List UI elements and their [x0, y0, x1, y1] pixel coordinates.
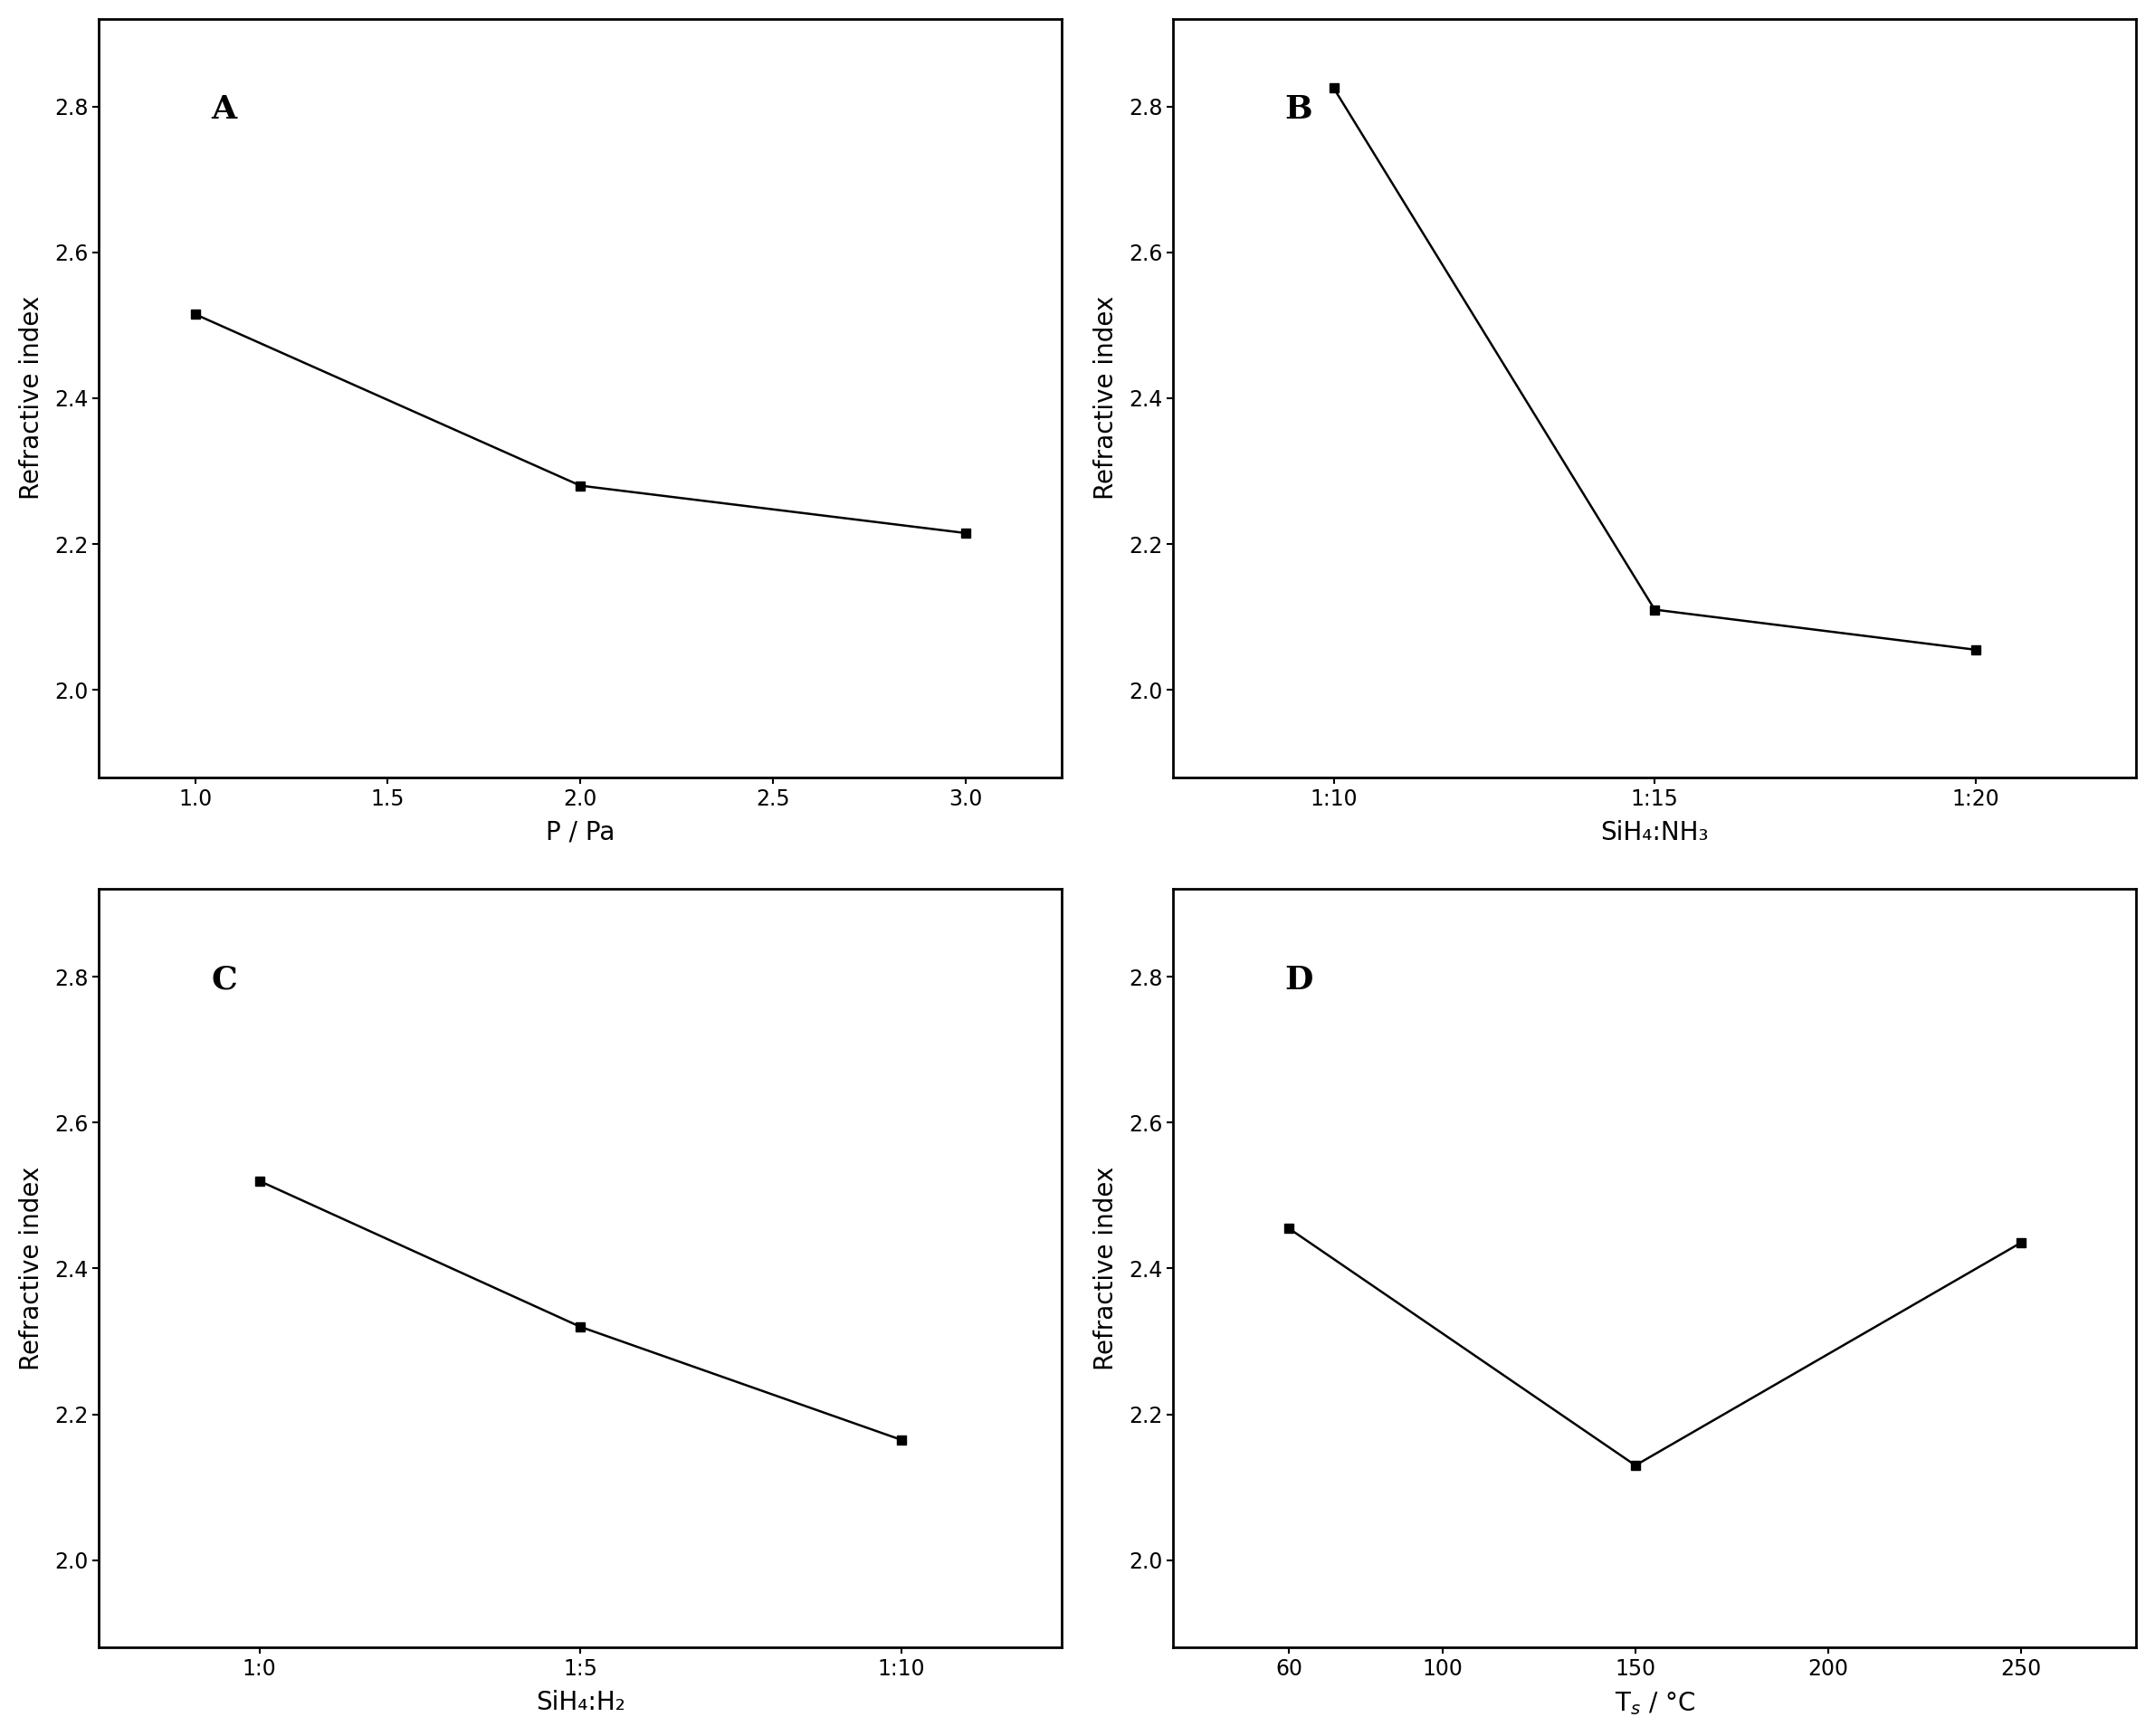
Text: B: B [1284, 94, 1312, 125]
Text: C: C [211, 965, 237, 995]
Y-axis label: Refractive index: Refractive index [19, 297, 45, 500]
Text: A: A [211, 94, 237, 125]
X-axis label: P / Pa: P / Pa [545, 819, 614, 845]
Y-axis label: Refractive index: Refractive index [1093, 297, 1118, 500]
X-axis label: T$_s$ / °C: T$_s$ / °C [1614, 1691, 1696, 1717]
Text: D: D [1284, 965, 1312, 995]
X-axis label: SiH₄:H₂: SiH₄:H₂ [537, 1691, 625, 1715]
Y-axis label: Refractive index: Refractive index [19, 1167, 45, 1370]
Y-axis label: Refractive index: Refractive index [1093, 1167, 1118, 1370]
X-axis label: SiH₄:NH₃: SiH₄:NH₃ [1601, 819, 1709, 845]
